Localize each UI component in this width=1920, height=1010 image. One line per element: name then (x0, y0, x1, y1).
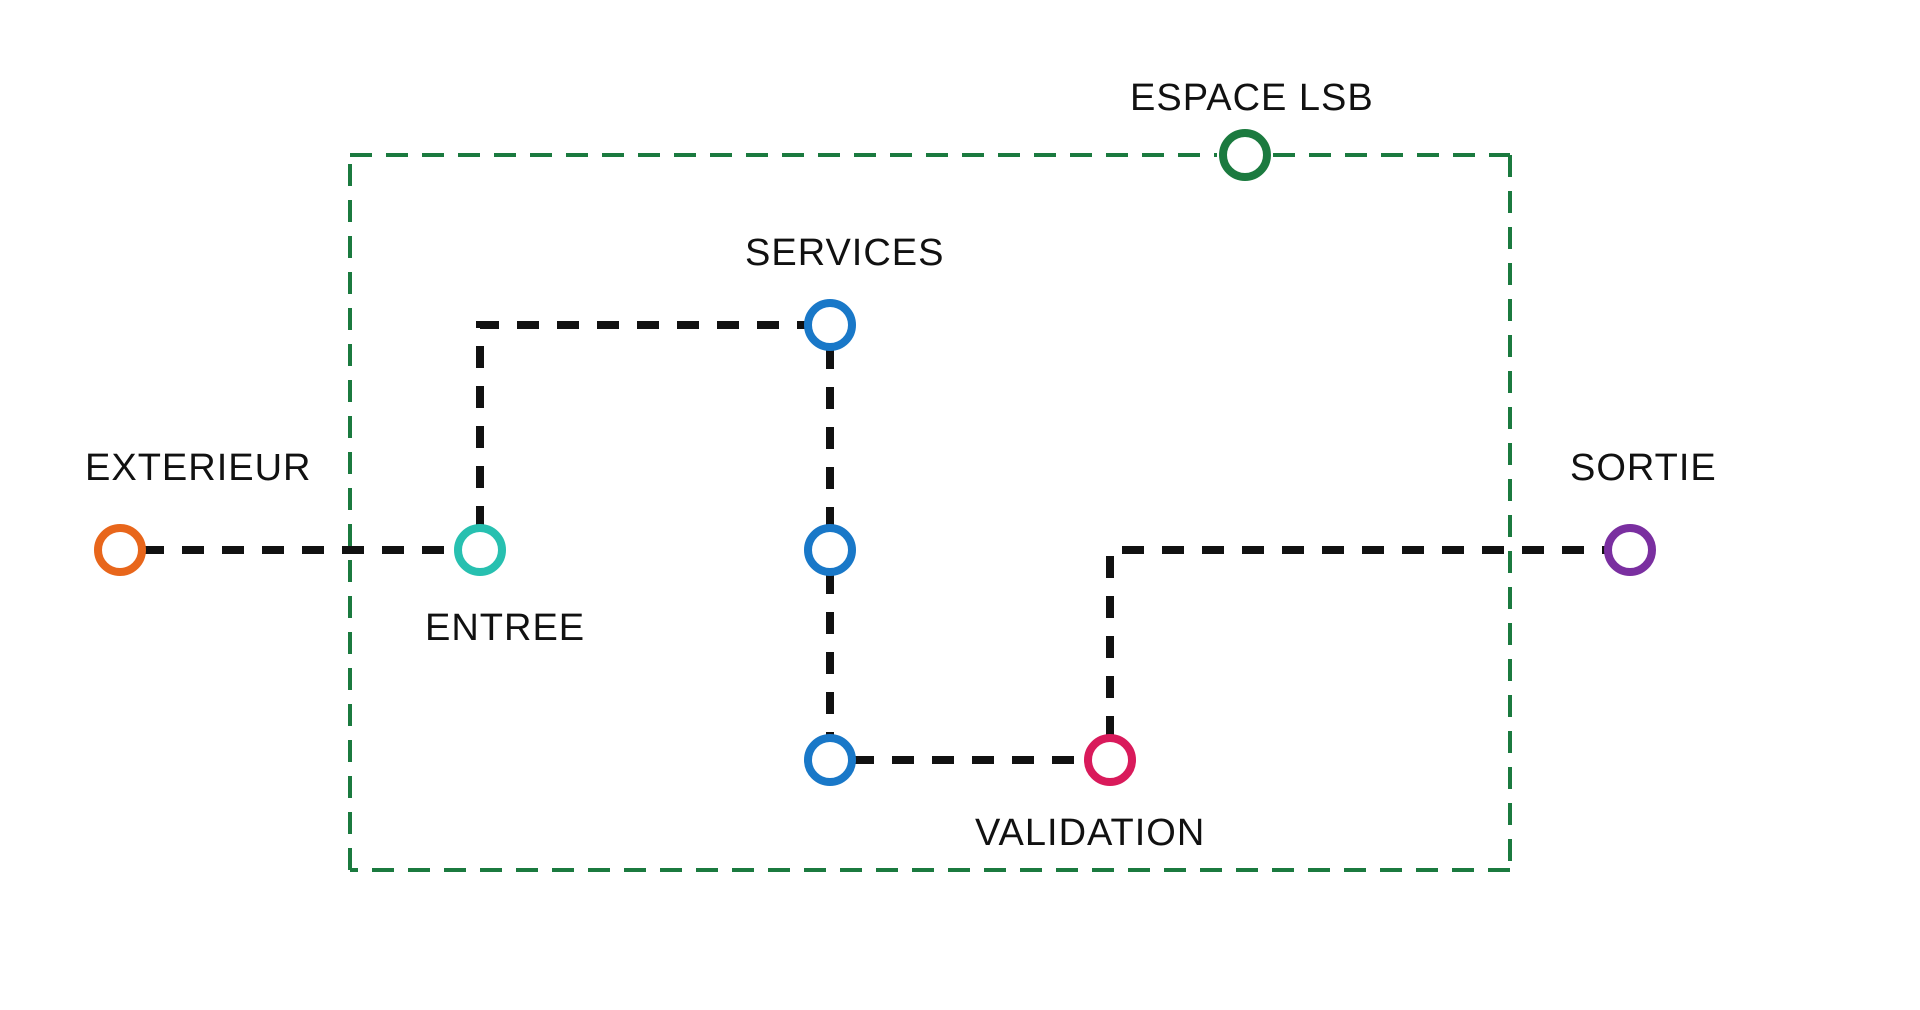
flow-diagram: EXTERIEUR ENTREE SERVICES VALIDATION SORTIE E… (0, 0, 1920, 1010)
labels: EXTERIEUR ENTREE SERVICES VALIDATION SORTIE E… (85, 77, 1717, 854)
label-entree: ENTREE (425, 607, 585, 649)
node-services2 (808, 528, 852, 572)
nodes (98, 133, 1652, 782)
label-espace_lsb: ESPACE LSB (1130, 77, 1374, 119)
label-services1: SERVICES (745, 232, 944, 274)
node-validation (1088, 738, 1132, 782)
label-exterieur: EXTERIEUR (85, 447, 311, 489)
edge-validation-sortie (1110, 550, 1608, 738)
node-exterieur (98, 528, 142, 572)
label-sortie: SORTIE (1570, 447, 1717, 489)
node-entree (458, 528, 502, 572)
node-sortie (1608, 528, 1652, 572)
node-services3 (808, 738, 852, 782)
node-espace_lsb (1223, 133, 1267, 177)
label-validation: VALIDATION (975, 812, 1205, 854)
edges (142, 325, 1608, 760)
node-services1 (808, 303, 852, 347)
edge-entree-services1 (480, 325, 808, 528)
